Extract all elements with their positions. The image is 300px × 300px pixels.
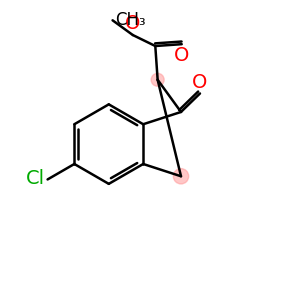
Text: O: O: [174, 46, 189, 65]
Text: Cl: Cl: [26, 169, 45, 188]
Text: CH₃: CH₃: [116, 11, 146, 29]
Text: O: O: [192, 73, 208, 92]
Text: O: O: [125, 14, 140, 33]
Circle shape: [173, 169, 189, 184]
Circle shape: [151, 73, 164, 86]
